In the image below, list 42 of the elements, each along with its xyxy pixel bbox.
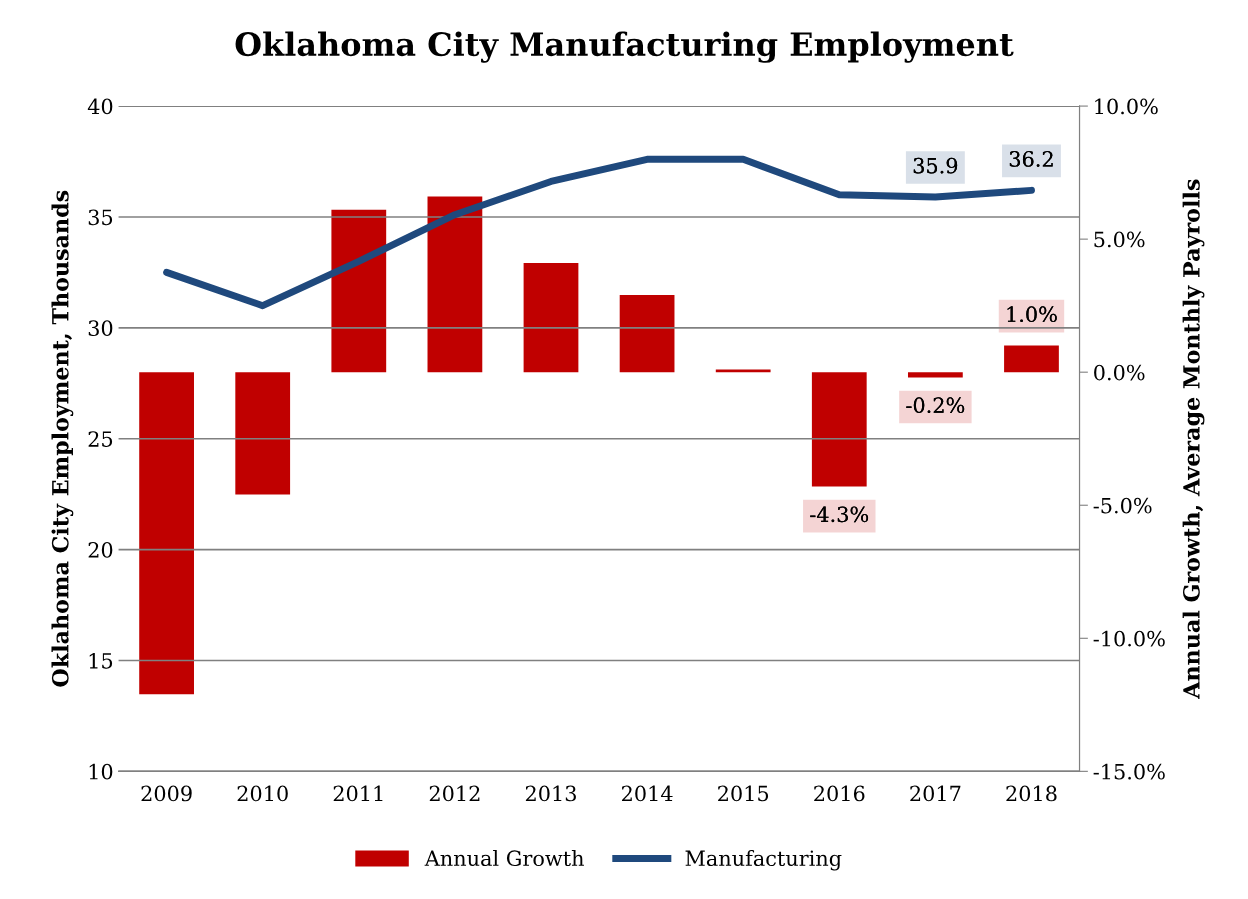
bar xyxy=(907,372,963,378)
y2-tick-label: -10.0% xyxy=(1093,630,1165,647)
data-label: -0.2% xyxy=(906,397,965,414)
x-tick-label: 2013 xyxy=(525,785,576,802)
bar xyxy=(427,196,483,373)
y-tick-label: 25 xyxy=(88,431,113,447)
y2-axis-title: Annual Growth, Average Monthly Payrolls xyxy=(1182,179,1205,699)
y2-tick-label: 5.0% xyxy=(1094,231,1145,248)
y-tick-label: 30 xyxy=(88,320,113,337)
y-tick-label: 10 xyxy=(89,763,113,780)
y-tick-label: 35 xyxy=(88,209,113,226)
bar xyxy=(1004,345,1059,373)
bar xyxy=(331,209,387,373)
bar xyxy=(235,372,291,495)
x-tick-label: 2010 xyxy=(237,785,288,802)
x-tick-label: 2009 xyxy=(141,785,192,802)
y-axis-title: Oklahoma City Employment, Thousands xyxy=(51,190,74,687)
data-label: 35.9 xyxy=(913,157,958,174)
data-label: 1.0% xyxy=(1007,306,1057,323)
y2-tick-label: 10.0% xyxy=(1095,98,1158,115)
legend-label: Annual Growth xyxy=(424,849,584,867)
x-tick-label: 2011 xyxy=(333,785,383,802)
data-label: -4.3% xyxy=(810,506,869,523)
bar xyxy=(619,295,675,373)
y-tick-label: 15 xyxy=(89,652,113,669)
x-tick-label: 2014 xyxy=(621,785,673,802)
legend-label: Manufacturing xyxy=(685,849,842,871)
x-tick-label: 2012 xyxy=(429,785,480,802)
y2-tick-label: -15.0% xyxy=(1093,763,1165,780)
bar xyxy=(811,372,867,487)
bar xyxy=(139,372,194,695)
y2-tick-label: -5.0% xyxy=(1093,497,1152,514)
y-tick-label: 20 xyxy=(88,542,113,558)
chart-title: Oklahoma City Manufacturing Employment xyxy=(235,31,1014,63)
x-tick-label: 2016 xyxy=(814,785,865,802)
x-tick-label: 2017 xyxy=(910,785,961,802)
data-label: 36.2 xyxy=(1009,151,1053,167)
y-tick-label: 40 xyxy=(87,98,113,115)
y2-tick-label: 0.0% xyxy=(1094,364,1145,381)
x-tick-label: 2018 xyxy=(1006,785,1057,802)
x-tick-label: 2015 xyxy=(718,785,769,802)
bar xyxy=(523,263,579,373)
